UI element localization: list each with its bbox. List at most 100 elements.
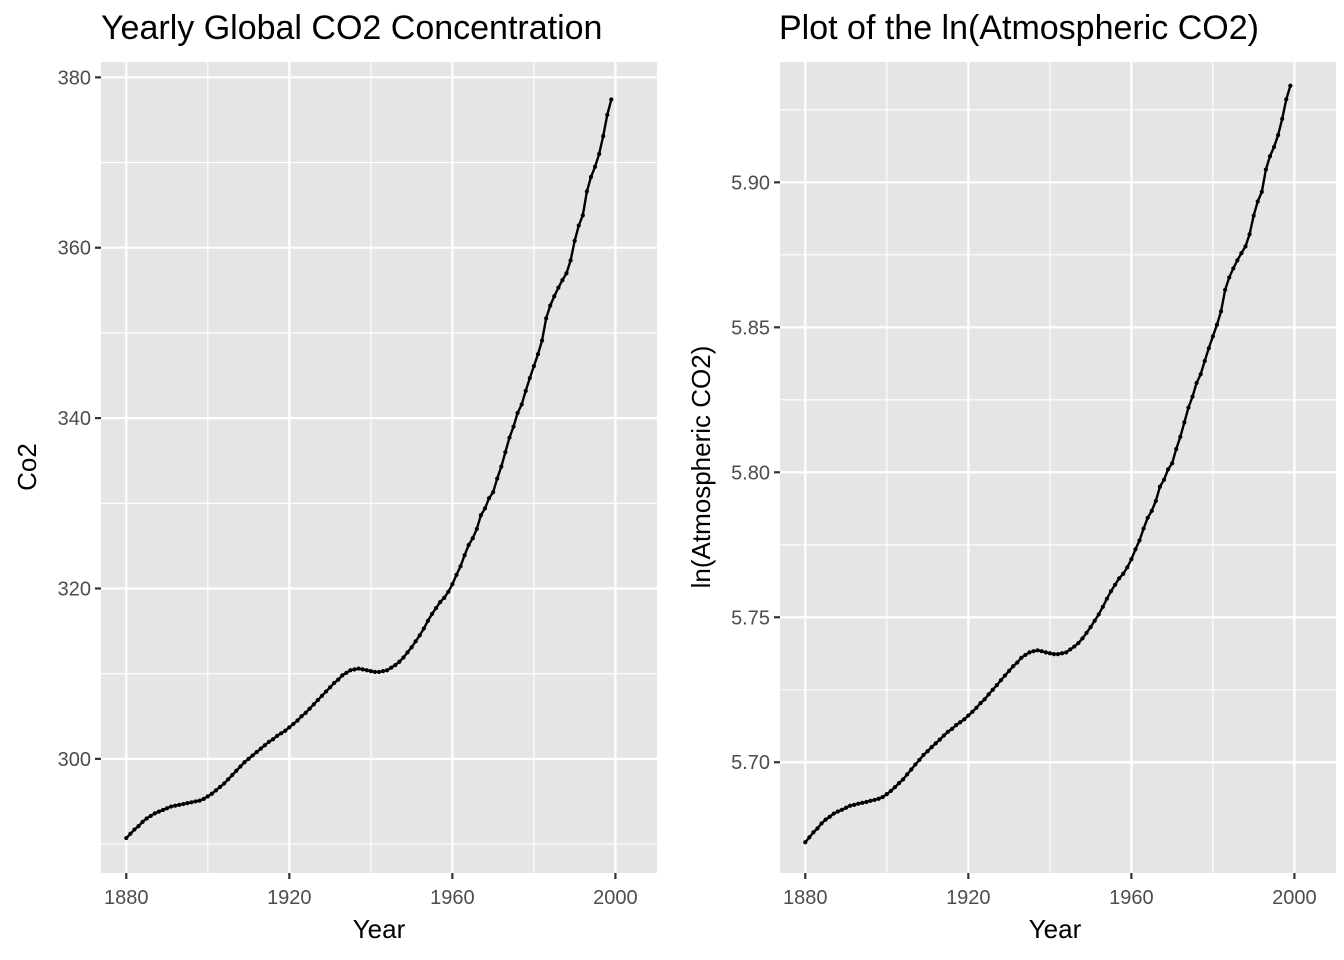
data-point <box>177 802 182 807</box>
data-point <box>1218 309 1224 314</box>
data-point <box>197 798 202 803</box>
series-co2 <box>124 97 614 841</box>
x-tick-label: 2000 <box>1272 887 1317 909</box>
data-point <box>1121 571 1126 576</box>
data-point <box>905 772 910 777</box>
data-point <box>258 746 263 751</box>
data-point <box>226 777 231 782</box>
data-point <box>413 639 418 644</box>
data-point <box>970 709 975 714</box>
data-point <box>270 737 276 742</box>
data-point <box>405 650 410 655</box>
data-point <box>1170 461 1175 466</box>
data-point <box>458 564 463 569</box>
data-point <box>1117 576 1122 581</box>
x-tick-label: 1960 <box>430 887 475 909</box>
plot-background <box>101 62 657 873</box>
data-point <box>181 801 186 807</box>
data-point <box>152 811 157 816</box>
data-point <box>466 542 471 548</box>
data-point <box>124 835 129 841</box>
data-point <box>287 725 292 730</box>
data-point <box>368 669 373 674</box>
data-point <box>401 655 406 660</box>
data-point <box>605 112 610 117</box>
data-point <box>1072 644 1077 649</box>
data-point <box>185 801 190 806</box>
x-tick-label: 1920 <box>946 887 991 909</box>
data-point <box>994 683 999 688</box>
data-point <box>1002 673 1008 678</box>
data-point <box>848 803 853 808</box>
data-point <box>393 663 398 668</box>
data-point <box>1174 446 1179 452</box>
data-point <box>909 767 914 772</box>
data-point <box>1153 498 1158 504</box>
y-axis-title: Co2 <box>12 443 42 491</box>
data-point <box>1247 232 1252 237</box>
data-point <box>1251 213 1256 218</box>
data-point <box>222 781 227 786</box>
data-point <box>283 728 288 733</box>
data-point <box>442 595 447 600</box>
data-point <box>929 745 934 750</box>
data-point <box>544 316 549 321</box>
data-point <box>872 797 877 803</box>
data-point <box>990 687 995 692</box>
plot-background <box>780 62 1336 873</box>
data-point <box>519 402 524 407</box>
data-point <box>1080 636 1085 641</box>
data-point <box>925 749 930 754</box>
data-point <box>470 536 475 541</box>
data-point <box>1051 651 1057 657</box>
data-point <box>933 741 938 746</box>
y-tick-label: 5.75 <box>731 607 770 629</box>
data-point <box>1227 275 1232 280</box>
data-point <box>327 685 333 690</box>
data-point <box>356 666 361 671</box>
y-tick-label: 380 <box>58 67 91 89</box>
data-point <box>1161 477 1167 482</box>
data-point <box>446 589 451 594</box>
data-point <box>937 737 942 742</box>
data-point <box>1202 358 1207 364</box>
data-point <box>352 667 357 672</box>
data-point <box>539 338 545 343</box>
data-point <box>609 97 614 102</box>
data-point <box>132 827 137 832</box>
data-point <box>364 668 369 673</box>
data-point <box>515 410 520 416</box>
data-point <box>1096 612 1101 617</box>
data-point <box>1076 640 1081 646</box>
y-tick-label: 300 <box>58 749 91 771</box>
data-point <box>896 781 902 786</box>
data-point <box>597 151 602 157</box>
data-point <box>474 526 479 531</box>
data-point <box>1023 652 1028 658</box>
data-point <box>535 352 541 357</box>
data-point <box>144 816 149 821</box>
gridlines <box>101 62 657 873</box>
data-point <box>1178 434 1183 440</box>
data-point <box>843 805 849 810</box>
y-tick-label: 5.90 <box>731 172 770 194</box>
data-point <box>217 784 223 790</box>
data-point <box>201 796 206 801</box>
data-point <box>136 824 141 829</box>
data-point <box>486 496 492 501</box>
data-point <box>450 582 455 587</box>
data-point <box>1129 557 1134 562</box>
data-point <box>552 294 557 299</box>
data-point <box>262 743 267 748</box>
data-point <box>1055 651 1061 657</box>
data-point <box>819 821 824 826</box>
data-point <box>385 668 390 673</box>
data-point <box>332 680 337 686</box>
data-point <box>864 799 869 805</box>
series-ln-co2 <box>803 83 1293 845</box>
data-point <box>982 697 987 702</box>
data-point <box>454 572 459 577</box>
data-point <box>556 285 561 290</box>
chart-title: Yearly Global CO2 Concentration <box>101 9 602 47</box>
